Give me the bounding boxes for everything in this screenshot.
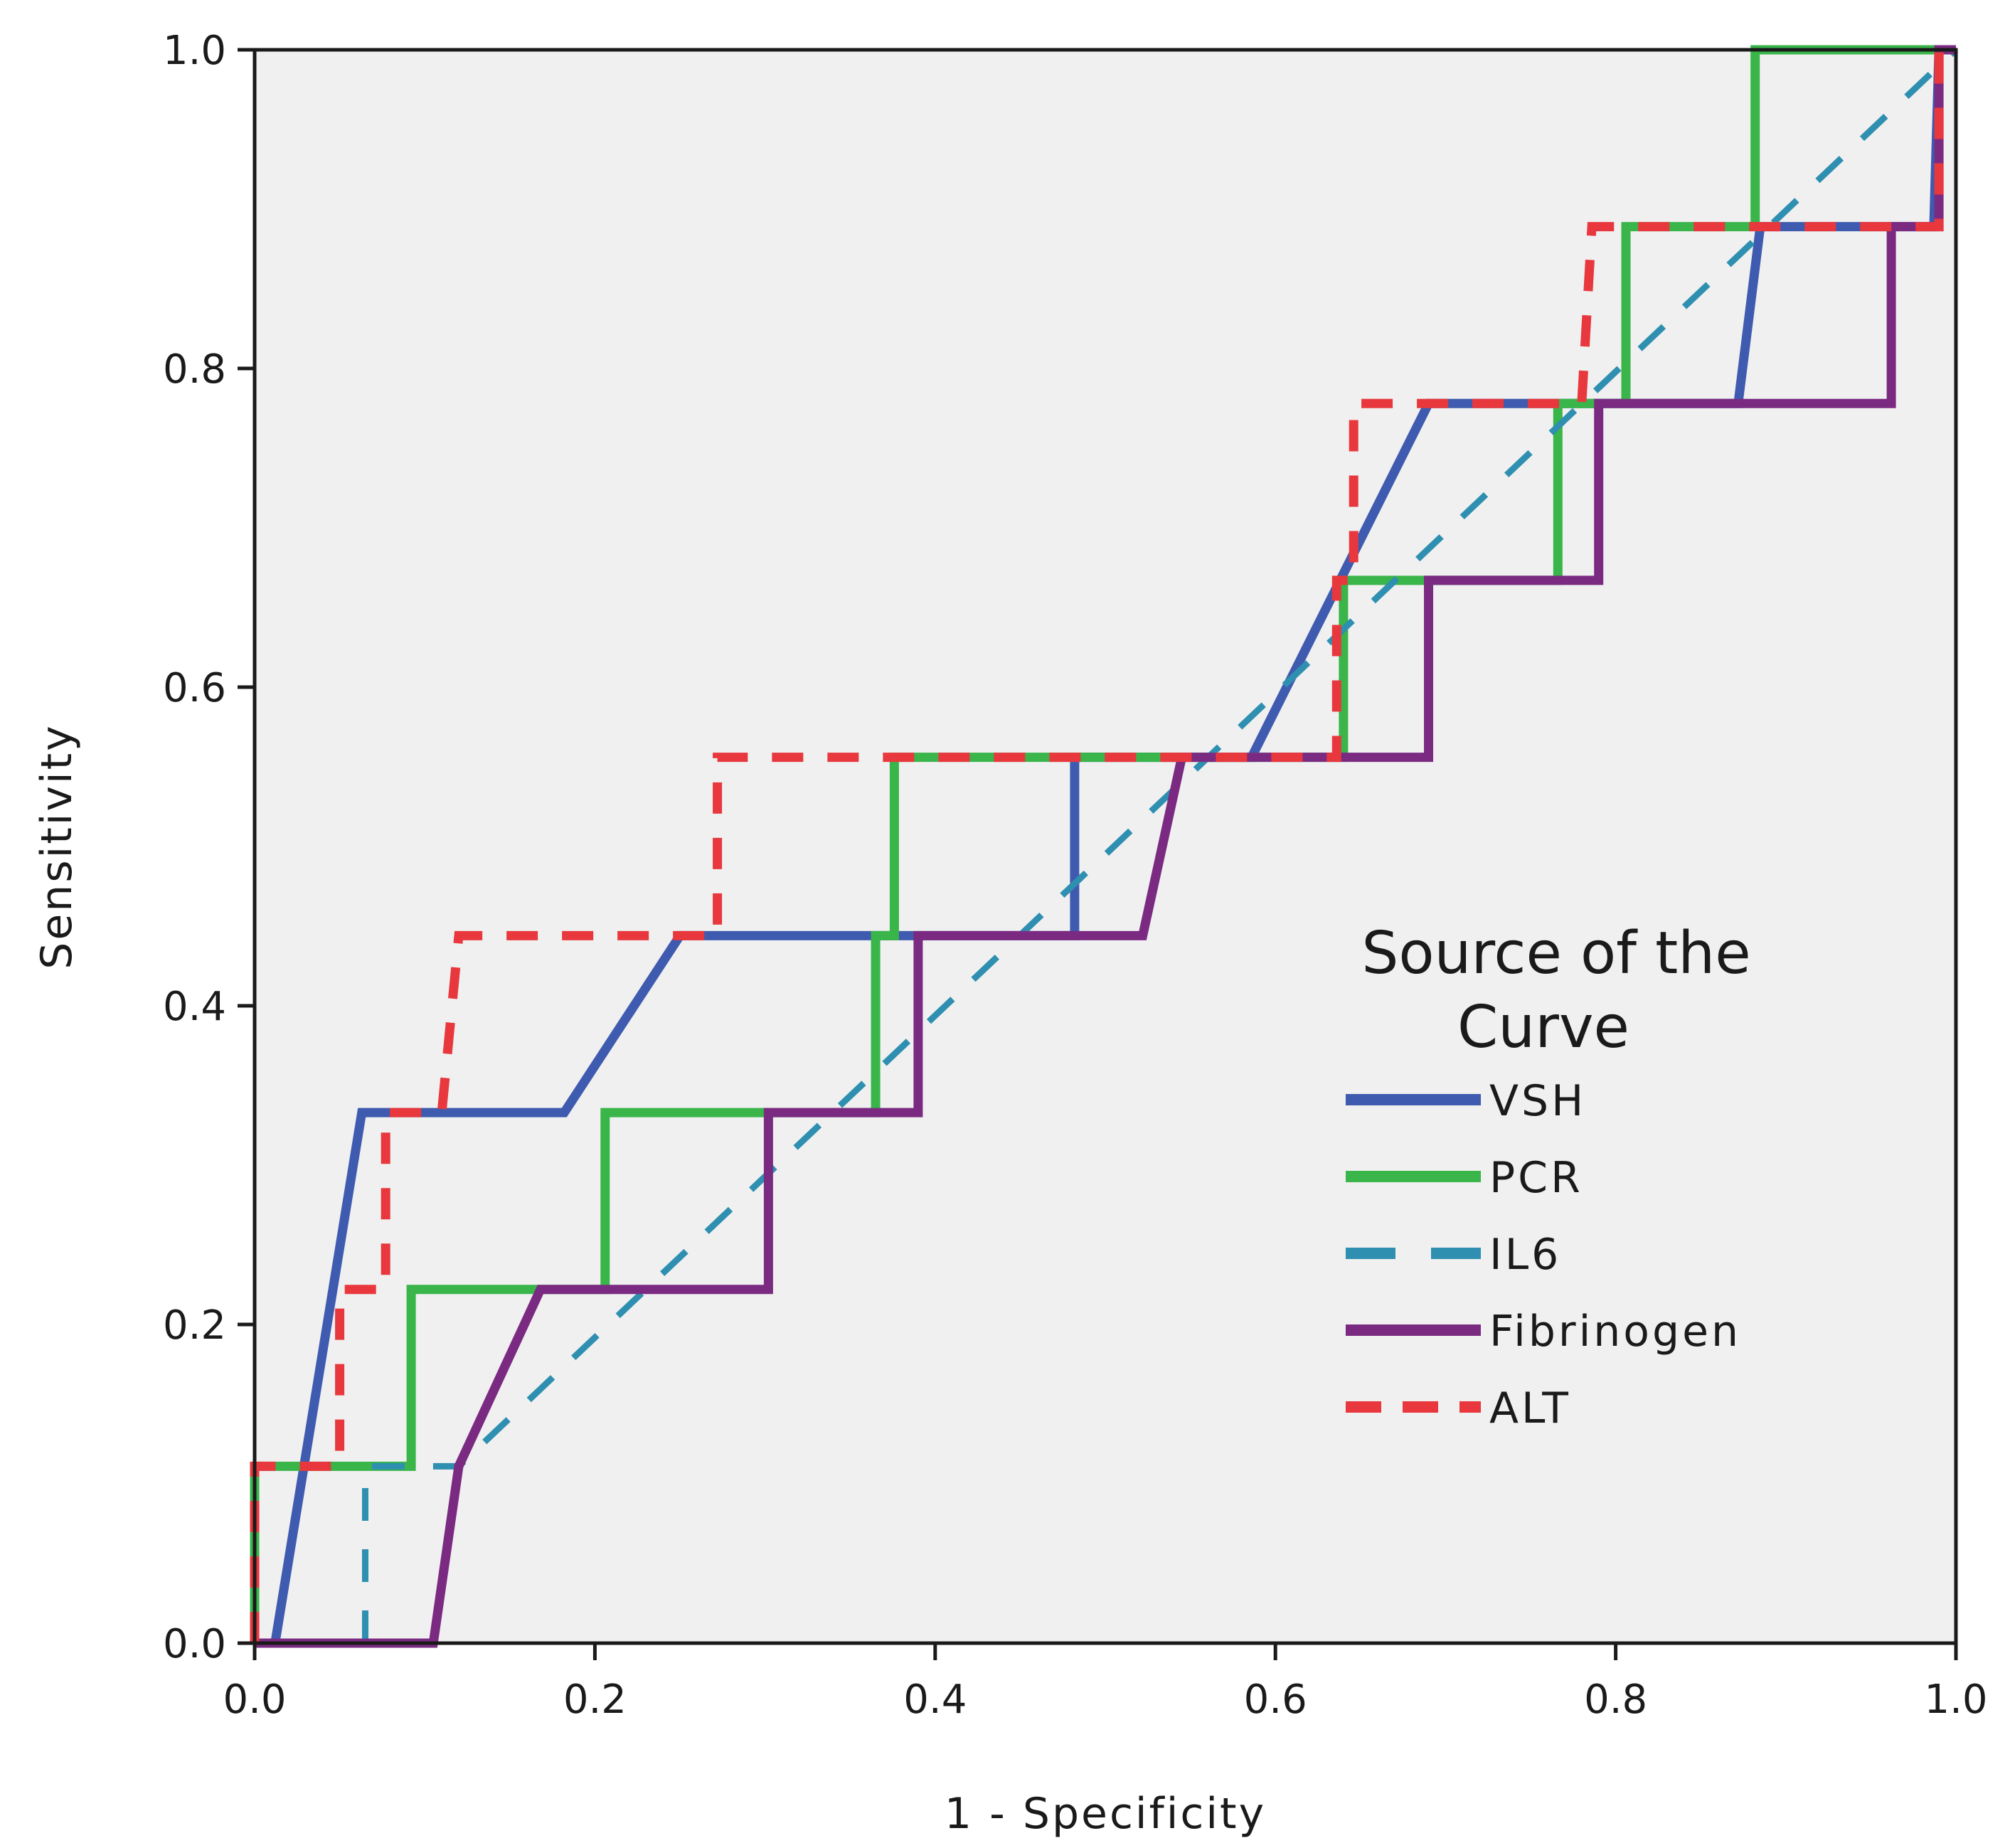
y-tick-label: 0.2 — [163, 1302, 226, 1349]
legend-entries: VSH PCR IL6 Fibrinogen ALT — [1346, 1076, 1741, 1433]
legend-label-pcr: PCR — [1489, 1153, 1583, 1203]
x-tick-label: 0.4 — [903, 1677, 967, 1723]
series-layer — [250, 45, 1959, 1648]
y-tick-label: 0.0 — [163, 1621, 226, 1667]
legend-label-il6: IL6 — [1489, 1230, 1561, 1280]
legend-label-fibrinogen: Fibrinogen — [1489, 1307, 1741, 1356]
legend-title-line2: Curve — [1457, 994, 1629, 1061]
x-tick-label: 1.0 — [1924, 1677, 1987, 1723]
y-tick-label: 0.8 — [163, 346, 226, 393]
plot-area — [255, 50, 1956, 1643]
y-tick-label: 0.6 — [163, 665, 226, 711]
legend-label-alt: ALT — [1489, 1384, 1571, 1433]
y-tick-label: 0.4 — [163, 984, 226, 1030]
plot-frame — [252, 48, 1958, 1645]
y-axis-label: Sensitivity — [32, 723, 82, 969]
x-tick-label: 0.6 — [1244, 1677, 1307, 1723]
y-tick-label: 1.0 — [163, 28, 226, 74]
legend-title-line1: Source of the — [1361, 920, 1750, 987]
x-tick-label: 0.0 — [223, 1677, 286, 1723]
series-line-alt — [250, 45, 1956, 1643]
x-axis-label: 1 - Specificity — [945, 1789, 1266, 1839]
axis-layer: 0.0 0.2 0.4 0.6 0.8 1.0 0.0 0.2 0.4 0.6 0.8 1.0 — [163, 28, 1988, 1723]
legend-label-vsh: VSH — [1489, 1076, 1586, 1126]
x-tick-label: 0.8 — [1584, 1677, 1647, 1723]
legend: Source of the Curve VSH PCR IL6 Fibrinogen A… — [1346, 920, 1751, 1433]
x-tick-label: 0.2 — [563, 1677, 627, 1723]
